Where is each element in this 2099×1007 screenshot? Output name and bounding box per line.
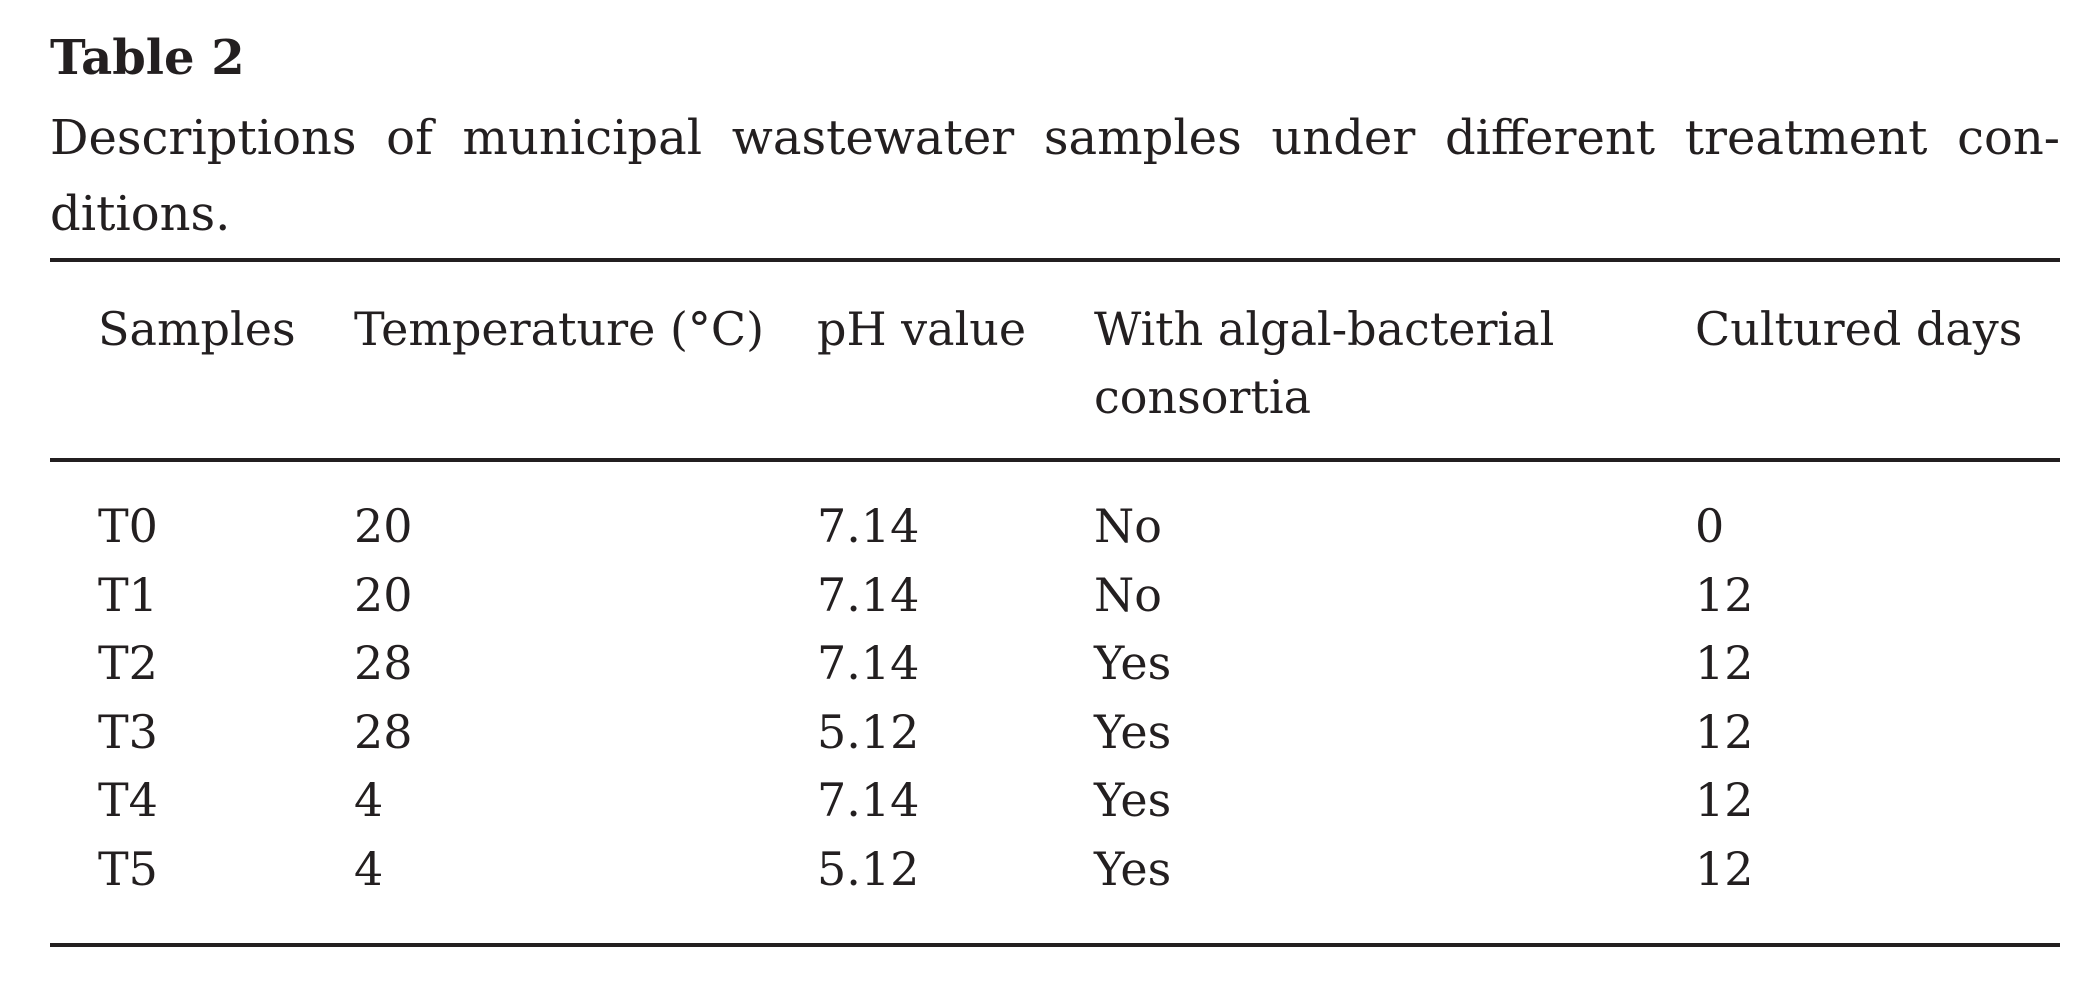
table-label: Table 2 (50, 30, 245, 86)
cell-algal-bacterial: Yes (1094, 636, 1172, 690)
caption-line-1: Descriptions of municipal wastewater sam… (50, 110, 2060, 166)
cell-cultured-days: 0 (1695, 499, 1725, 553)
column-header-samples: Samples (98, 302, 296, 356)
cell-sample: T4 (98, 773, 158, 827)
cell-algal-bacterial: Yes (1094, 773, 1172, 827)
cell-sample: T1 (98, 568, 158, 622)
cell-temperature: 28 (354, 636, 413, 690)
bottom-rule (50, 943, 2060, 947)
cell-algal-bacterial: No (1094, 568, 1162, 622)
column-header-algal-bacterial: With algal-bacterial consortia (1094, 302, 1555, 424)
cell-temperature: 20 (354, 568, 413, 622)
cell-sample: T0 (98, 499, 158, 553)
cell-temperature: 4 (354, 773, 384, 827)
cell-cultured-days: 12 (1695, 773, 1754, 827)
cell-ph-value: 7.14 (817, 568, 920, 622)
cell-cultured-days: 12 (1695, 636, 1754, 690)
cell-temperature: 4 (354, 842, 384, 896)
cell-algal-bacterial: Yes (1094, 705, 1172, 759)
cell-algal-bacterial: Yes (1094, 842, 1172, 896)
cell-cultured-days: 12 (1695, 842, 1754, 896)
cell-algal-bacterial: No (1094, 499, 1162, 553)
table-caption: Descriptions of municipal wastewater sam… (50, 100, 2060, 252)
cell-cultured-days: 12 (1695, 705, 1754, 759)
top-rule (50, 258, 2060, 262)
cell-ph-value: 7.14 (817, 636, 920, 690)
cell-ph-value: 7.14 (817, 499, 920, 553)
cell-temperature: 20 (354, 499, 413, 553)
cell-sample: T3 (98, 705, 158, 759)
cell-sample: T2 (98, 636, 158, 690)
column-header-temperature: Temperature (°C) (354, 302, 765, 356)
cell-ph-value: 5.12 (817, 705, 920, 759)
column-header-cultured-days: Cultured days (1695, 302, 2023, 356)
cell-ph-value: 7.14 (817, 773, 920, 827)
cell-temperature: 28 (354, 705, 413, 759)
cell-cultured-days: 12 (1695, 568, 1754, 622)
column-header-ph-value: pH value (817, 302, 1027, 356)
header-rule (50, 458, 2060, 462)
cell-ph-value: 5.12 (817, 842, 920, 896)
caption-line-2: ditions. (50, 186, 231, 242)
cell-sample: T5 (98, 842, 158, 896)
